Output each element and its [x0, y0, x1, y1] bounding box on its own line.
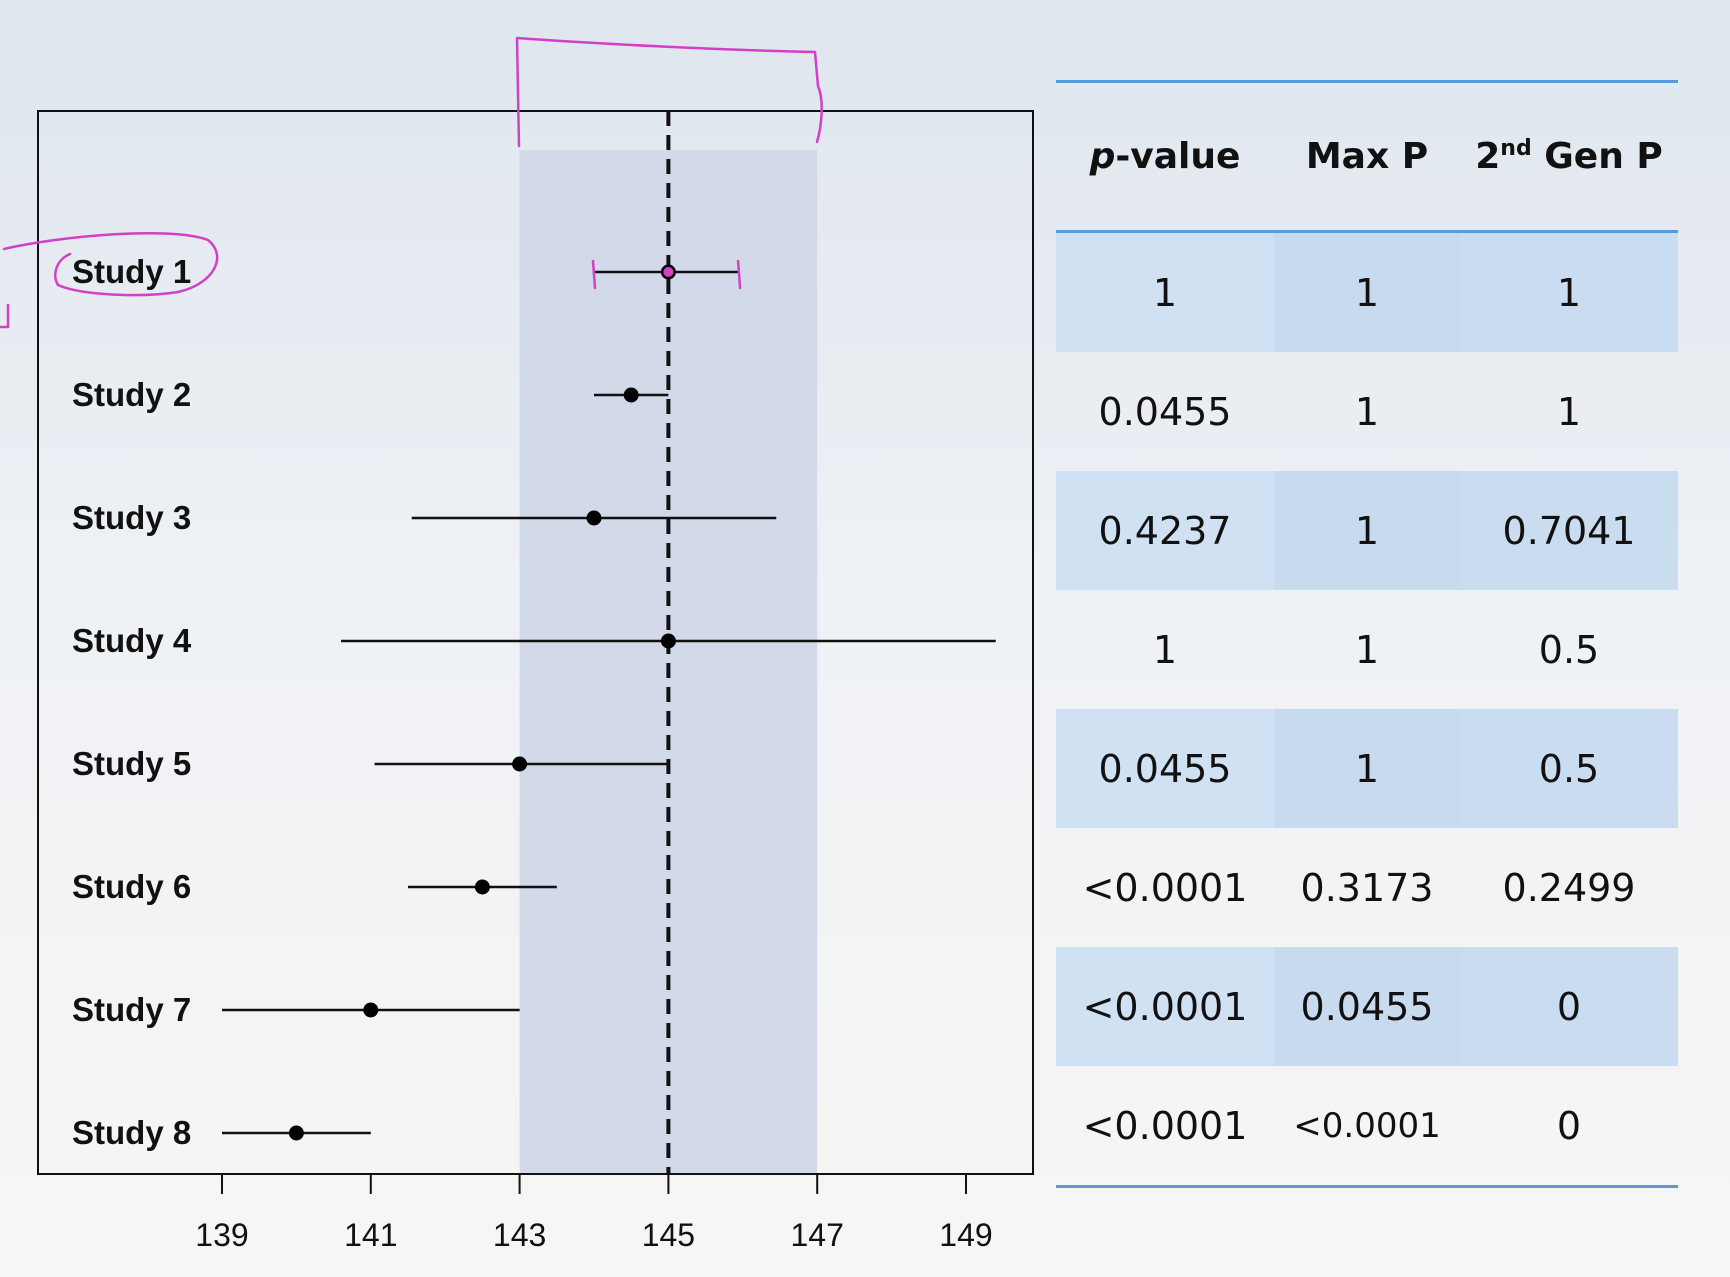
study-label: Study 1 — [72, 253, 191, 290]
x-tick-label: 145 — [642, 1217, 695, 1253]
cell-genp: 0 — [1460, 947, 1678, 1066]
study-label: Study 8 — [72, 1114, 191, 1151]
table-row: 1 1 0.5 — [1056, 590, 1678, 709]
results-table: p-value Max P 2nd Gen P 1 1 1 0.0455 1 1… — [1056, 80, 1678, 1188]
study-label: Study 7 — [72, 991, 191, 1028]
x-tick-label: 149 — [939, 1217, 992, 1253]
cell-pvalue: 1 — [1152, 627, 1178, 672]
annotation-interval-mark — [591, 259, 597, 290]
point-estimate — [512, 756, 528, 772]
annotation-interval-mark — [736, 259, 742, 290]
point-estimate — [586, 510, 602, 526]
point-estimate — [363, 1002, 379, 1018]
table-row: <0.0001 0.3173 0.2499 — [1056, 828, 1678, 947]
header-gen-suffix: Gen P — [1531, 136, 1663, 177]
x-tick-label: 141 — [344, 1217, 397, 1253]
cell-maxp: 1 — [1354, 627, 1380, 672]
cell-genp: 0.5 — [1460, 709, 1678, 828]
annotation-point-mark — [663, 267, 674, 277]
point-estimate — [660, 633, 676, 649]
header-2nd-gen-p: 2nd Gen P — [1460, 136, 1678, 177]
cell-maxp: 1 — [1274, 709, 1460, 828]
study-label: Study 5 — [72, 745, 191, 782]
table-row: 1 1 1 — [1056, 233, 1678, 352]
cell-maxp: 0.0455 — [1274, 947, 1460, 1066]
study-label: Study 2 — [72, 376, 191, 413]
study-label: Study 6 — [72, 868, 191, 905]
table-row: <0.0001 <0.0001 0 — [1056, 1066, 1678, 1185]
cell-pvalue: 0.0455 — [1098, 389, 1232, 434]
header-maxp: Max P — [1305, 136, 1429, 177]
table-row: <0.0001 0.0455 0 — [1056, 947, 1678, 1066]
table-row: 0.0455 1 1 — [1056, 352, 1678, 471]
annotation-circle-study1 — [2, 231, 219, 297]
point-estimate — [288, 1125, 304, 1141]
cell-maxp: 1 — [1274, 233, 1460, 352]
table-header-rule — [1056, 230, 1678, 233]
cell-genp: 0.2499 — [1502, 865, 1636, 910]
table-row: 0.0455 1 0.5 — [1056, 709, 1678, 828]
cell-maxp: 1 — [1354, 389, 1380, 434]
table-header: p-value Max P 2nd Gen P — [1056, 83, 1678, 230]
cell-pvalue: 0.0455 — [1098, 746, 1232, 791]
x-tick-label: 139 — [195, 1217, 248, 1253]
cell-genp: 1 — [1460, 233, 1678, 352]
cell-maxp: <0.0001 — [1293, 1105, 1441, 1146]
header-pvalue: p-value — [1056, 136, 1274, 177]
cell-maxp: 0.3173 — [1300, 865, 1434, 910]
cell-pvalue: 1 — [1152, 270, 1178, 315]
cell-maxp: 1 — [1274, 471, 1460, 590]
annotation-bracket — [515, 36, 823, 148]
cell-genp: 1 — [1556, 389, 1582, 434]
annotation-tick — [0, 303, 10, 329]
cell-pvalue: <0.0001 — [1082, 1103, 1248, 1148]
header-gen-sup: nd — [1500, 136, 1532, 161]
header-pvalue-rest: -value — [1115, 136, 1241, 177]
point-estimate — [623, 387, 639, 403]
cell-pvalue: <0.0001 — [1082, 984, 1248, 1029]
table-row: 0.4237 1 0.7041 — [1056, 471, 1678, 590]
header-pvalue-italic: p — [1089, 136, 1116, 177]
cell-genp: 0.5 — [1538, 627, 1600, 672]
study-label: Study 4 — [72, 622, 192, 659]
table-top-rule — [1056, 80, 1678, 83]
cell-genp: 0 — [1556, 1103, 1582, 1148]
x-tick-label: 147 — [791, 1217, 844, 1253]
cell-pvalue: <0.0001 — [1082, 865, 1248, 910]
header-gen-prefix: 2 — [1475, 136, 1501, 177]
cell-pvalue: 0.4237 — [1098, 508, 1232, 553]
plot-frame — [37, 110, 1034, 1175]
table-bottom-rule — [1056, 1185, 1678, 1188]
x-tick-label: 143 — [493, 1217, 546, 1253]
cell-genp: 0.7041 — [1460, 471, 1678, 590]
study-label: Study 3 — [72, 499, 191, 536]
point-estimate — [474, 879, 490, 895]
